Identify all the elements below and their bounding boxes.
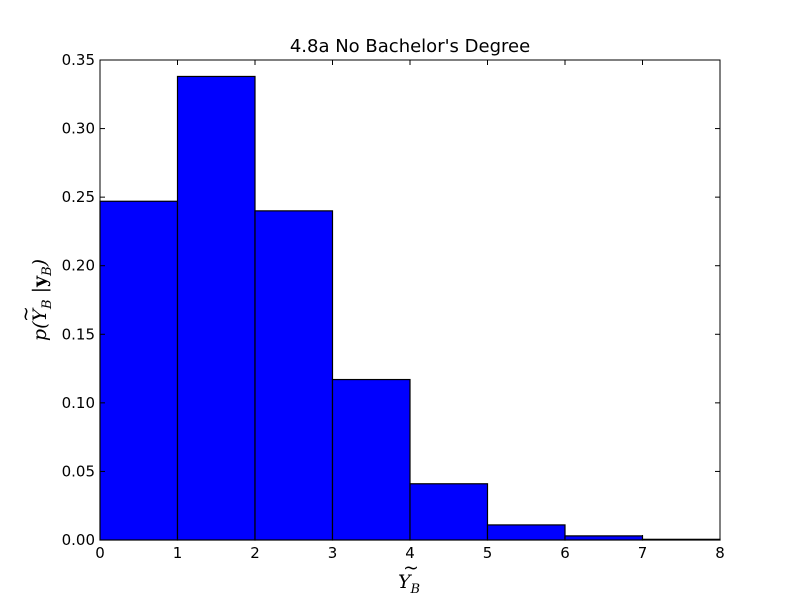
y-tick-label: 0.05: [62, 462, 95, 480]
y-axis-label: p(YB |yB) ~: [15, 259, 55, 341]
x-tick-label: 5: [483, 544, 493, 562]
bars-group: [99, 75, 721, 541]
x-tick-label: 7: [638, 544, 648, 562]
histogram-bar: [331, 378, 411, 541]
x-tick-label: 2: [250, 544, 260, 562]
histogram-bar: [409, 483, 489, 541]
y-tick-label: 0.00: [62, 531, 95, 549]
y-tick-label: 0.30: [62, 120, 95, 138]
y-tick-label: 0.35: [62, 51, 95, 69]
svg-text:p(YB |yB): p(YB |yB): [29, 259, 55, 341]
x-tick-label: 8: [715, 544, 725, 562]
histogram-bar: [486, 524, 566, 541]
plot-frame: [99, 59, 721, 541]
svg-text:~: ~: [15, 306, 37, 322]
x-tick-label: 3: [328, 544, 338, 562]
histogram-bar: [176, 75, 256, 541]
y-tick-label: 0.25: [62, 188, 95, 206]
x-tick-label: 4: [405, 544, 415, 562]
x-tick-label: 6: [560, 544, 570, 562]
x-axis-label: YB ~: [398, 557, 420, 597]
y-tick-label: 0.15: [62, 325, 95, 343]
histogram-bar: [564, 535, 644, 541]
x-tick-label: 0: [95, 544, 105, 562]
chart-title: 4.8a No Bachelor's Degree: [290, 36, 530, 57]
y-tick-label: 0.20: [62, 257, 95, 275]
svg-text:~: ~: [403, 557, 419, 579]
histogram-bar: [99, 200, 179, 541]
x-axis-ticks: 0 1 2 3 4 5 6 7 8: [95, 60, 725, 562]
x-tick-label: 1: [173, 544, 183, 562]
histogram-bar: [254, 210, 334, 541]
y-tick-label: 0.10: [62, 394, 95, 412]
